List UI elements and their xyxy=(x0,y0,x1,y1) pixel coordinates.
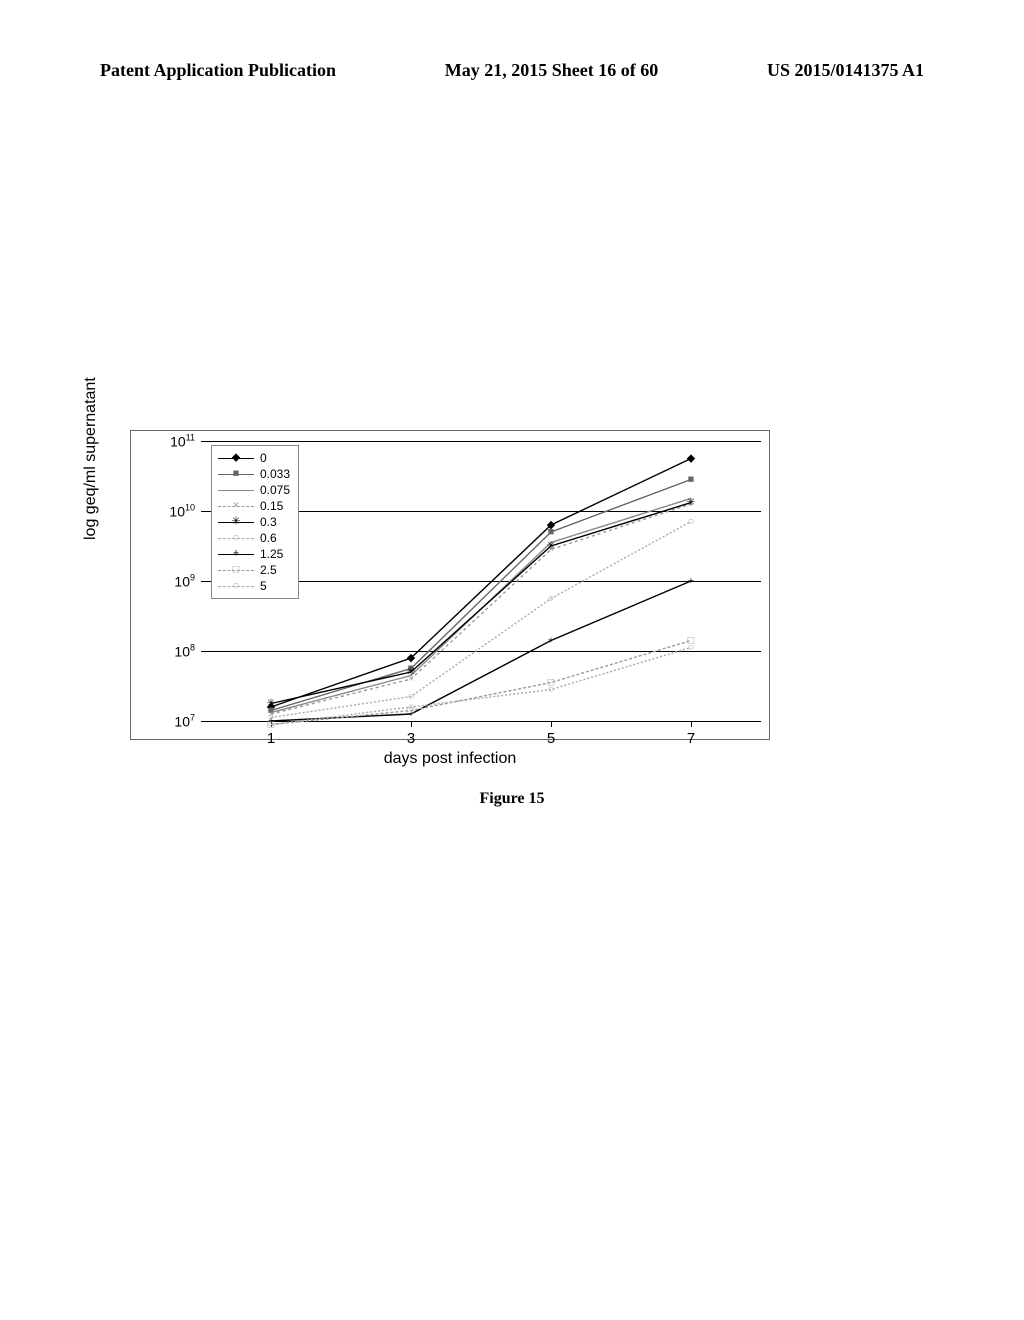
y-tick-label: 109 xyxy=(141,573,195,590)
header-center: May 21, 2015 Sheet 16 of 60 xyxy=(445,60,658,81)
y-tick-label: 1011 xyxy=(141,433,195,450)
svg-text:○: ○ xyxy=(688,642,695,654)
legend-item: 0.075 xyxy=(218,482,290,498)
legend-label: 0 xyxy=(260,451,267,465)
legend-marker-icon: ✳ xyxy=(231,517,240,528)
y-tick-label: 1010 xyxy=(141,503,195,520)
header-left: Patent Application Publication xyxy=(100,60,336,81)
x-tick-label: 7 xyxy=(687,730,695,747)
x-tick-label: 1 xyxy=(267,730,275,747)
figure-caption: Figure 15 xyxy=(0,790,1024,808)
y-gridline xyxy=(201,721,761,722)
legend-label: 5 xyxy=(260,579,267,593)
legend-swatch: ■ xyxy=(218,467,254,481)
y-tick-label: 108 xyxy=(141,643,195,660)
legend-label: 1.25 xyxy=(260,547,283,561)
legend-swatch: □ xyxy=(218,563,254,577)
x-tick-label: 3 xyxy=(407,730,415,747)
page-header: Patent Application Publication May 21, 2… xyxy=(100,60,924,81)
y-tick-label: 107 xyxy=(141,713,195,730)
legend-item: ✳ 0.3 xyxy=(218,514,290,530)
x-tick-mark xyxy=(551,721,552,727)
legend-label: 0.15 xyxy=(260,499,283,513)
legend-label: 0.6 xyxy=(260,531,277,545)
figure-container: log geq/ml supernatant 10710810910101011… xyxy=(130,430,770,740)
legend-item: ○ 0.6 xyxy=(218,530,290,546)
legend-line-icon xyxy=(218,490,254,491)
legend-marker-icon: ◆ xyxy=(232,453,240,464)
x-tick-mark xyxy=(691,721,692,727)
svg-text:○: ○ xyxy=(408,701,415,713)
legend-swatch xyxy=(218,483,254,497)
legend-swatch: ◆ xyxy=(218,451,254,465)
legend-marker-icon: ○ xyxy=(233,581,240,592)
legend-marker-icon: + xyxy=(233,549,239,560)
chart-frame: 107108109101010111357◆◆◆◆■■■■××××✳✳✳✳○○○… xyxy=(130,430,770,740)
chart-legend: ◆0■0.0330.075×0.15✳0.3○0.6+1.25□2.5○5 xyxy=(211,445,299,599)
legend-label: 0.3 xyxy=(260,515,277,529)
legend-swatch: ✳ xyxy=(218,515,254,529)
svg-text:○: ○ xyxy=(268,719,275,731)
legend-marker-icon: □ xyxy=(233,565,240,576)
legend-item: ○5 xyxy=(218,578,290,594)
legend-item: ■ 0.033 xyxy=(218,466,290,482)
legend-swatch: ○ xyxy=(218,531,254,545)
header-right: US 2015/0141375 A1 xyxy=(767,60,924,81)
legend-swatch: × xyxy=(218,499,254,513)
y-axis-label: log geq/ml supernatant xyxy=(82,377,100,540)
x-tick-label: 5 xyxy=(547,730,555,747)
legend-label: 0.033 xyxy=(260,467,290,481)
legend-item: +1.25 xyxy=(218,546,290,562)
x-tick-mark xyxy=(411,721,412,727)
legend-item: × 0.15 xyxy=(218,498,290,514)
legend-swatch: + xyxy=(218,547,254,561)
legend-marker-icon: × xyxy=(233,501,239,512)
legend-marker-icon: ■ xyxy=(233,469,240,480)
svg-text:○: ○ xyxy=(548,684,555,696)
x-axis-label: days post infection xyxy=(130,750,770,768)
legend-swatch: ○ xyxy=(218,579,254,593)
legend-marker-icon: ○ xyxy=(233,533,240,544)
legend-label: 2.5 xyxy=(260,563,277,577)
legend-item: ◆0 xyxy=(218,450,290,466)
legend-item: □ 2.5 xyxy=(218,562,290,578)
legend-label: 0.075 xyxy=(260,483,290,497)
